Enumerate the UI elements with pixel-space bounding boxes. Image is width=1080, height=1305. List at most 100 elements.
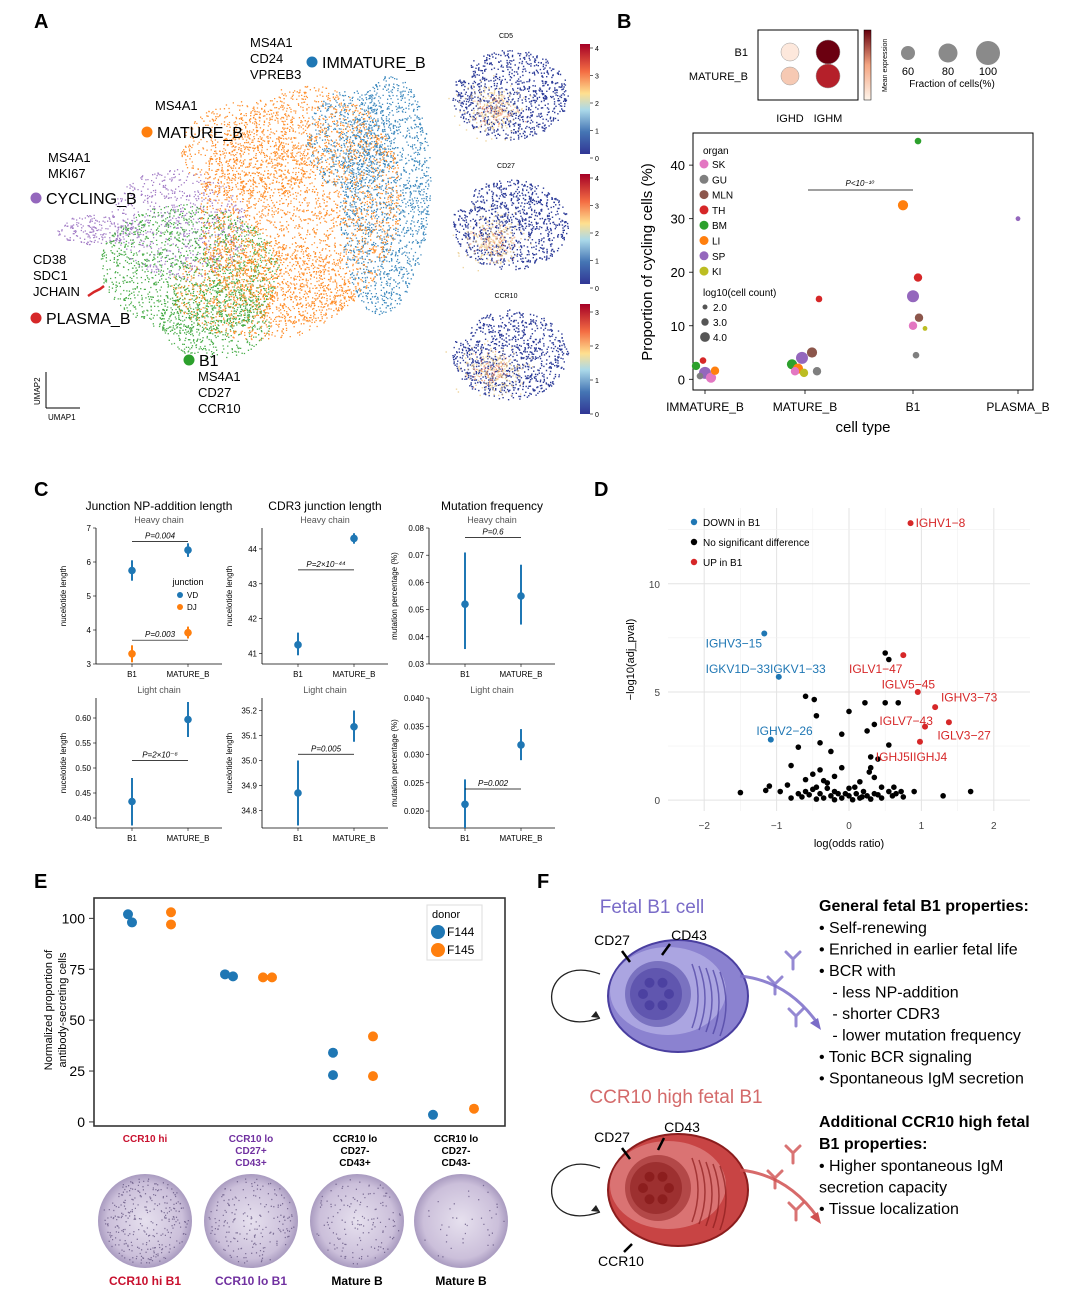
- colorbar-tick-label: 0: [595, 156, 599, 163]
- asc-point-f144: [127, 917, 137, 928]
- volcano-point: [846, 785, 852, 792]
- cycling-cells-plot: 0 10 20 30 40 IMMATURE_B MATURE_B B1 PLASMA_Bcel…: [639, 132, 1050, 436]
- volcano-point: [849, 796, 856, 803]
- nucleus-chromatin: [638, 1183, 648, 1193]
- cycling-point-sp: [1015, 216, 1021, 222]
- panel-letter-d: D: [594, 479, 608, 501]
- y-tick-label: 5: [87, 592, 92, 601]
- volcano-point: [838, 764, 845, 771]
- x-tick-label: 1: [919, 821, 925, 832]
- colorbar-tick-label: 2: [595, 231, 599, 238]
- self-renew-arrowhead: [591, 1205, 600, 1212]
- volcano-point: [831, 773, 838, 780]
- volcano-point: [835, 790, 841, 797]
- cycling-point-bm: [691, 361, 701, 371]
- er-membrane: [698, 965, 706, 1031]
- volcano-labeled-point: [775, 673, 782, 680]
- asc-point-f145: [267, 972, 277, 983]
- volcano-point: [820, 795, 827, 801]
- x-tick-label: B1: [293, 834, 303, 843]
- antibody-icon: [766, 975, 784, 996]
- well-spots: [208, 1178, 295, 1264]
- y-tick-label: 75: [69, 961, 85, 977]
- well-circle: [310, 1174, 404, 1268]
- organ-legend-dot: [699, 220, 709, 230]
- volcano-point: [886, 742, 892, 748]
- volcano-point: [838, 731, 845, 737]
- volcano-point: [860, 788, 867, 795]
- dotplot-colorbar: [863, 29, 872, 101]
- x-axis-label: log(odds ratio): [814, 838, 884, 850]
- well-spots: [424, 1184, 505, 1258]
- marker-stick: [623, 1243, 633, 1253]
- nucleus-chromatin: [644, 977, 655, 988]
- umap-main-plot: [57, 76, 432, 360]
- antibody-icon: [787, 1201, 805, 1222]
- volcano-point: [867, 764, 874, 771]
- volcano-point: [824, 785, 831, 792]
- organ-legend-dot: [699, 266, 709, 276]
- er-membrane: [719, 1165, 727, 1231]
- gene-label: IGLV7−43: [879, 714, 933, 728]
- additional-property-item: secretion capacity: [819, 1180, 947, 1197]
- x-tick-label: MATURE_B: [333, 834, 376, 843]
- y-tick-label: 3: [87, 660, 92, 669]
- ccr10-high-b1-cell: CCR10 high fetal B1 CD27 CD43 CCR10: [550, 1087, 821, 1269]
- size-legend-dot: [938, 43, 958, 63]
- nucleus-chromatin: [657, 1000, 668, 1011]
- y-tick-label: 20: [671, 265, 685, 280]
- dotplot-frame: [757, 29, 859, 101]
- marker-stick: [660, 943, 672, 956]
- cycling-point-sk: [705, 372, 717, 383]
- er-membrane: [712, 969, 720, 1035]
- volcano-point: [762, 787, 769, 794]
- errorbar-subplot: Heavy chain 0.03 0.04 0.05 0.06 0.07 0.08 B1 MAT…: [390, 515, 555, 679]
- cluster-marker: MS4A1: [198, 369, 241, 384]
- mean-point: [517, 741, 525, 749]
- volcano-point: [737, 789, 744, 796]
- gene-umap-peak: [474, 95, 527, 126]
- asc-point-f144: [428, 1109, 438, 1120]
- volcano-point: [824, 780, 831, 786]
- cluster-marker: CCR10: [198, 401, 241, 416]
- volcano-point: [967, 788, 974, 795]
- asc-point-f144: [328, 1047, 338, 1058]
- dotplot-col-label: IGHM: [814, 113, 843, 125]
- volcano-point: [859, 794, 865, 800]
- sig-label: P=2×10⁻⁶: [142, 751, 178, 760]
- sig-label: P=2×10⁻⁴⁴: [306, 560, 346, 569]
- y-tick-label: 0.03: [408, 660, 424, 669]
- asc-point-f145: [368, 1031, 378, 1042]
- volcano-point: [875, 791, 881, 798]
- x-tick-label: MATURE_B: [500, 834, 543, 843]
- cell-nucleus: [630, 968, 682, 1020]
- volcano-point: [810, 771, 816, 778]
- y-tick-label: 35.1: [241, 732, 257, 741]
- volcano-point: [886, 788, 892, 795]
- volcano-point: [911, 788, 917, 795]
- volcano-point: [871, 721, 878, 728]
- cycling-point-bm: [914, 137, 922, 145]
- cluster-name: PLASMA_B: [46, 311, 130, 328]
- y-axis-label: −log10(adj_pval): [625, 619, 637, 701]
- volcano-legend-dot: [690, 558, 698, 566]
- subplot-subtitle: Light chain: [303, 685, 347, 695]
- junction-legend-dot: [177, 592, 183, 598]
- gene-label: IGHV3−73: [941, 690, 998, 704]
- colorbar-tick-label: 2: [595, 101, 599, 108]
- general-property-item: • BCR with: [819, 963, 896, 980]
- mean-point: [461, 800, 469, 809]
- colorbar-tick-label: 1: [595, 129, 599, 136]
- gene-colorbar: [580, 44, 590, 154]
- general-property-item: • Enriched in earlier fetal life: [819, 942, 1018, 959]
- volcano-point: [891, 784, 897, 790]
- cluster-name: B1: [199, 353, 219, 370]
- cluster-marker: SDC1: [33, 268, 68, 283]
- gene-label: IGHJ5IIGHJ4: [876, 750, 948, 764]
- errorbar-subplot: Light chain 0.020 0.025 0.030 0.035 0.040 B1 MA…: [390, 685, 555, 843]
- gene-colorbar: [580, 304, 590, 414]
- volcano-point: [811, 696, 818, 703]
- nucleus-chromatin: [644, 1194, 655, 1205]
